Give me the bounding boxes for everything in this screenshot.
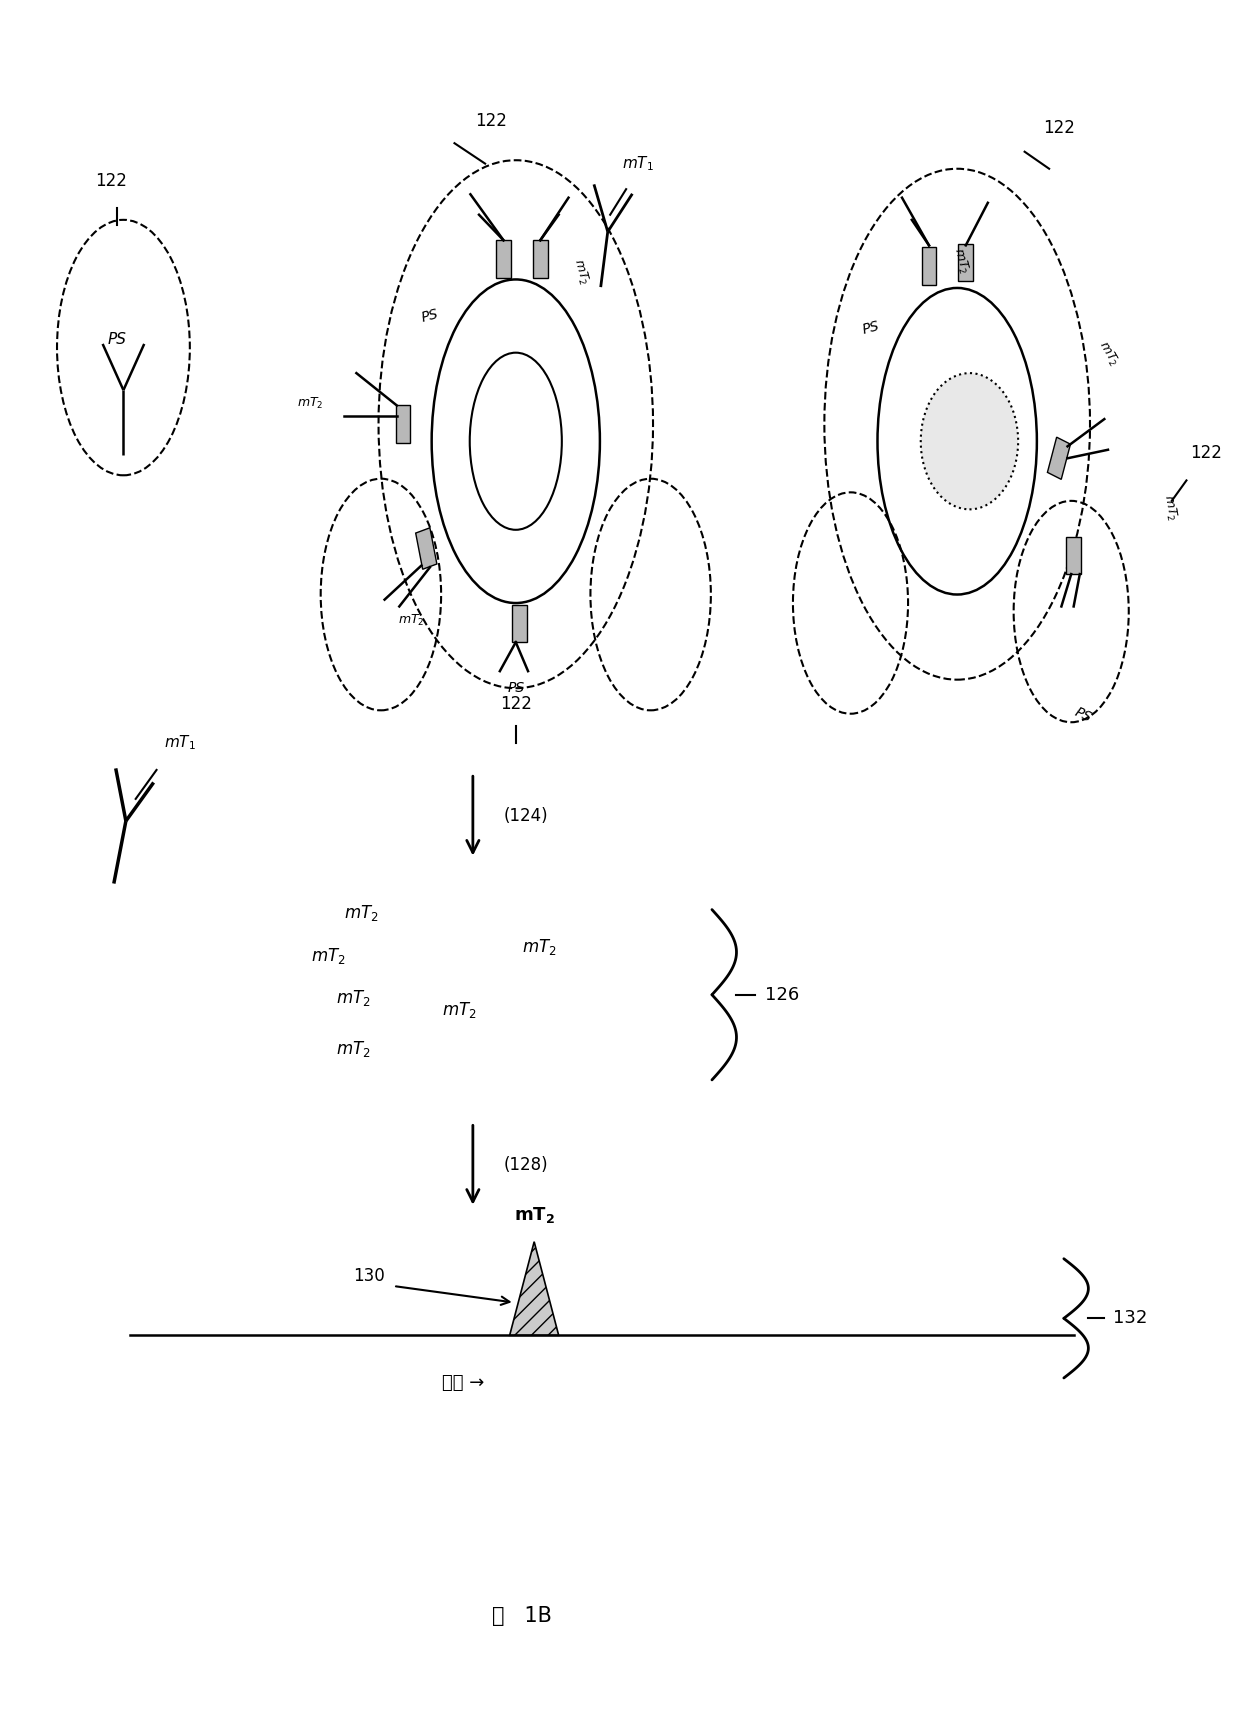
Text: $mT_2$: $mT_2$ <box>345 903 378 924</box>
FancyBboxPatch shape <box>921 247 936 285</box>
Text: $mT_2$: $mT_2$ <box>1159 493 1179 522</box>
Text: $mT_2$: $mT_2$ <box>336 989 371 1008</box>
Text: 122: 122 <box>475 112 507 130</box>
Text: $mT_2$: $mT_2$ <box>336 1039 371 1059</box>
Text: 时间 →: 时间 → <box>443 1374 485 1392</box>
Text: $mT_2$: $mT_2$ <box>1095 338 1121 369</box>
Text: (128): (128) <box>503 1156 548 1174</box>
Text: $mT_2$: $mT_2$ <box>443 1001 477 1020</box>
Text: PS: PS <box>1073 706 1094 725</box>
Text: PS: PS <box>108 331 126 347</box>
Text: PS: PS <box>507 680 525 695</box>
FancyBboxPatch shape <box>512 604 527 642</box>
Text: (124): (124) <box>503 807 548 824</box>
FancyBboxPatch shape <box>415 527 436 570</box>
Text: $mT_2$: $mT_2$ <box>311 946 346 965</box>
Text: 图   1B: 图 1B <box>492 1607 552 1626</box>
Text: 130: 130 <box>352 1267 384 1284</box>
Text: PS: PS <box>420 307 440 325</box>
Polygon shape <box>510 1241 559 1336</box>
Text: $mT_1$: $mT_1$ <box>164 733 196 752</box>
Text: 132: 132 <box>1112 1310 1147 1327</box>
FancyBboxPatch shape <box>959 244 973 282</box>
Ellipse shape <box>921 373 1018 510</box>
Text: $mT_2$: $mT_2$ <box>570 258 591 287</box>
FancyBboxPatch shape <box>533 240 548 278</box>
Text: 122: 122 <box>1190 445 1221 462</box>
Text: 122: 122 <box>500 695 532 713</box>
Text: $mT_2$: $mT_2$ <box>398 613 425 628</box>
FancyBboxPatch shape <box>496 240 511 278</box>
Text: PS: PS <box>862 319 882 337</box>
Text: 126: 126 <box>765 986 799 1004</box>
Text: 122: 122 <box>95 172 128 191</box>
FancyBboxPatch shape <box>1048 438 1070 479</box>
Text: $\mathbf{mT_2}$: $\mathbf{mT_2}$ <box>513 1205 554 1224</box>
Text: $mT_2$: $mT_2$ <box>296 397 324 412</box>
FancyBboxPatch shape <box>396 405 410 443</box>
FancyBboxPatch shape <box>1066 537 1081 573</box>
Text: $mT_2$: $mT_2$ <box>522 937 557 956</box>
Text: $mT_1$: $mT_1$ <box>622 155 655 173</box>
Text: 122: 122 <box>1043 118 1075 137</box>
Text: $mT_2$: $mT_2$ <box>950 246 972 275</box>
